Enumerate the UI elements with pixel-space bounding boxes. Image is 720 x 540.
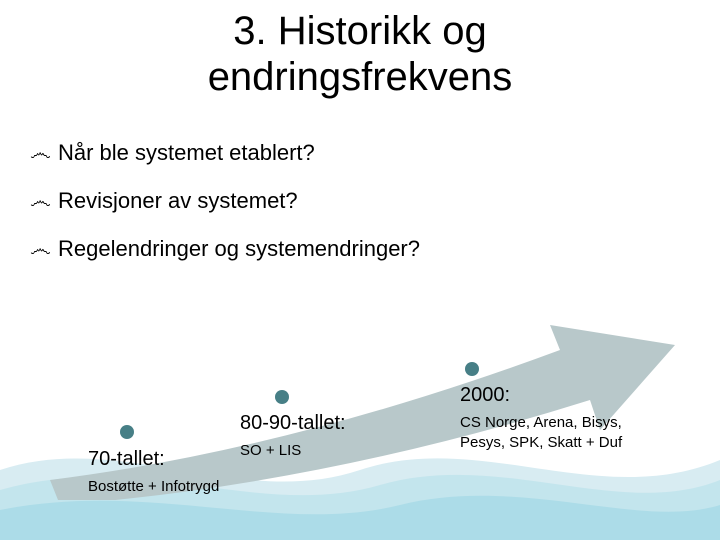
bullet-item: ෴ Regelendringer og systemendringer? [30, 236, 690, 262]
timeline-node [275, 390, 289, 404]
timeline-node [465, 362, 479, 376]
bullet-list: ෴ Når ble systemet etablert? ෴ Revisjone… [30, 140, 690, 284]
timeline-label: 70-tallet: Bostøtte + Infotrygd [88, 448, 228, 497]
bullet-glyph-icon: ෴ [30, 236, 58, 262]
bullet-item: ෴ Når ble systemet etablert? [30, 140, 690, 166]
bullet-item: ෴ Revisjoner av systemet? [30, 188, 690, 214]
title-line-2: endringsfrekvens [208, 55, 513, 99]
bullet-text: Når ble systemet etablert? [58, 140, 315, 166]
bullet-text: Regelendringer og systemendringer? [58, 236, 420, 262]
timeline-label: 80-90-tallet: SO + LIS [240, 412, 400, 461]
slide-title: 3. Historikk og endringsfrekvens [0, 8, 720, 100]
timeline-body: CS Norge, Arena, Bisys, Pesys, SPK, Skat… [460, 413, 630, 454]
wave-layer-3 [0, 496, 720, 540]
timeline-arrow: 70-tallet: Bostøtte + Infotrygd 80-90-ta… [40, 320, 680, 500]
timeline-heading: 70-tallet: [88, 448, 228, 471]
bullet-text: Revisjoner av systemet? [58, 188, 298, 214]
title-line-1: 3. Historikk og [233, 9, 486, 53]
bullet-glyph-icon: ෴ [30, 140, 58, 166]
timeline-body: SO + LIS [240, 441, 400, 461]
timeline-heading: 80-90-tallet: [240, 412, 400, 435]
timeline-label: 2000: CS Norge, Arena, Bisys, Pesys, SPK… [460, 384, 630, 454]
timeline-body: Bostøtte + Infotrygd [88, 477, 228, 497]
timeline-heading: 2000: [460, 384, 630, 407]
timeline-node [120, 425, 134, 439]
bullet-glyph-icon: ෴ [30, 188, 58, 214]
